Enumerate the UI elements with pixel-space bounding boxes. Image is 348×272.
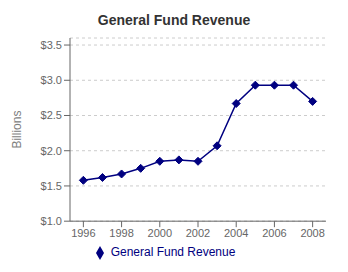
- svg-text:$1.5: $1.5: [41, 180, 62, 192]
- svg-text:Billions: Billions: [10, 111, 24, 149]
- html-text:General Fund Revenue: General Fund Revenue: [110, 245, 236, 260]
- html-text:General Fund Revenue: General Fund Revenue: [97, 12, 251, 28]
- svg-text:2004: 2004: [224, 227, 248, 239]
- svg-text:$3.0: $3.0: [41, 74, 62, 86]
- svg-text:$2.5: $2.5: [41, 109, 62, 121]
- svg-text:1996: 1996: [71, 227, 95, 239]
- svg-text:$3.5: $3.5: [41, 39, 62, 51]
- svg-text:2006: 2006: [262, 227, 286, 239]
- svg-text:1998: 1998: [109, 227, 133, 239]
- svg-text:$1.0: $1.0: [41, 215, 62, 227]
- svg-text:2002: 2002: [186, 227, 210, 239]
- svg-text:2000: 2000: [148, 227, 172, 239]
- svg-text:$2.0: $2.0: [41, 145, 62, 157]
- svg-text:2008: 2008: [300, 227, 324, 239]
